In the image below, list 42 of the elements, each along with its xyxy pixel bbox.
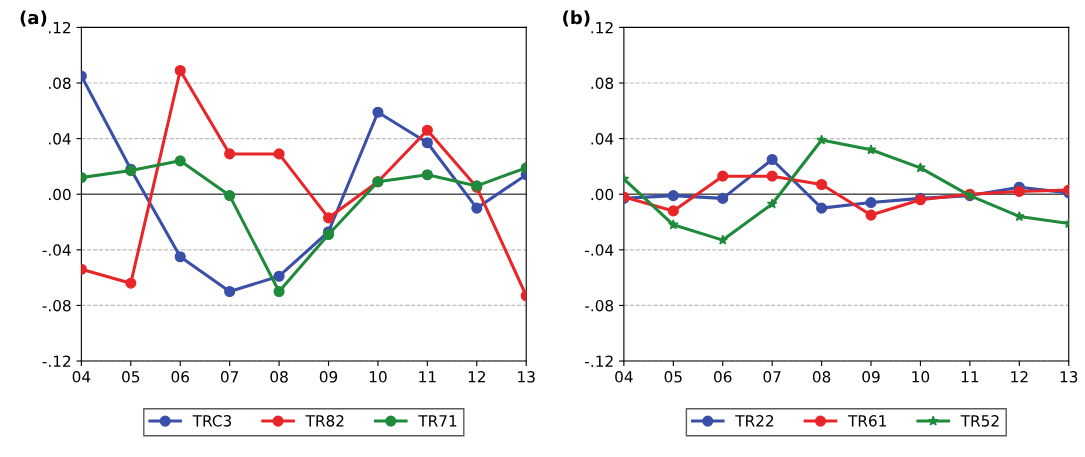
y-tick-label: .00: [591, 188, 614, 201]
y-tick-label: .00: [48, 188, 71, 201]
legend-label: TR82: [305, 415, 344, 427]
x-tick-label: 10: [912, 371, 930, 383]
chart-title: (a): [20, 10, 47, 27]
x-tick-label: 09: [319, 371, 338, 383]
x-tick-label: 07: [220, 371, 239, 383]
y-tick-label: .12: [48, 21, 71, 34]
x-tick-label: 06: [714, 371, 732, 383]
x-tick-label: 11: [961, 371, 979, 383]
y-tick-label: -.12: [585, 355, 613, 367]
x-tick-label: 12: [468, 371, 485, 383]
y-tick-label: -.12: [42, 355, 71, 367]
y-tick-label: .08: [591, 77, 614, 90]
x-tick-label: 11: [419, 371, 436, 383]
x-tick-label: 04: [615, 371, 633, 383]
chart-title: (b): [563, 10, 590, 27]
x-tick-label: 13: [518, 371, 535, 383]
x-tick-label: 09: [862, 371, 880, 383]
x-tick-label: 08: [812, 371, 831, 383]
y-tick-label: .12: [591, 21, 613, 34]
y-tick-label: -.08: [42, 299, 71, 312]
x-tick-label: 12: [1011, 371, 1028, 383]
x-tick-label: 04: [72, 371, 91, 383]
legend-label: TR52: [960, 415, 999, 427]
y-tick-label: -.04: [42, 244, 71, 256]
x-tick-label: 08: [270, 371, 288, 383]
x-tick-label: 10: [369, 371, 387, 383]
legend-label: TR22: [735, 415, 774, 427]
x-tick-label: 13: [1060, 371, 1078, 383]
legend-label: TR71: [418, 415, 457, 427]
x-tick-label: 07: [763, 371, 781, 383]
x-tick-label: 06: [171, 371, 189, 383]
y-tick-label: -.08: [585, 299, 614, 312]
x-tick-label: 05: [122, 371, 140, 383]
x-tick-label: 05: [664, 371, 682, 383]
y-tick-label: -.04: [585, 244, 614, 256]
y-tick-label: .08: [48, 77, 71, 90]
legend-label: TRC3: [192, 415, 232, 427]
y-tick-label: .04: [48, 133, 71, 145]
legend-label: TR61: [847, 415, 886, 427]
y-tick-label: .04: [591, 133, 614, 145]
